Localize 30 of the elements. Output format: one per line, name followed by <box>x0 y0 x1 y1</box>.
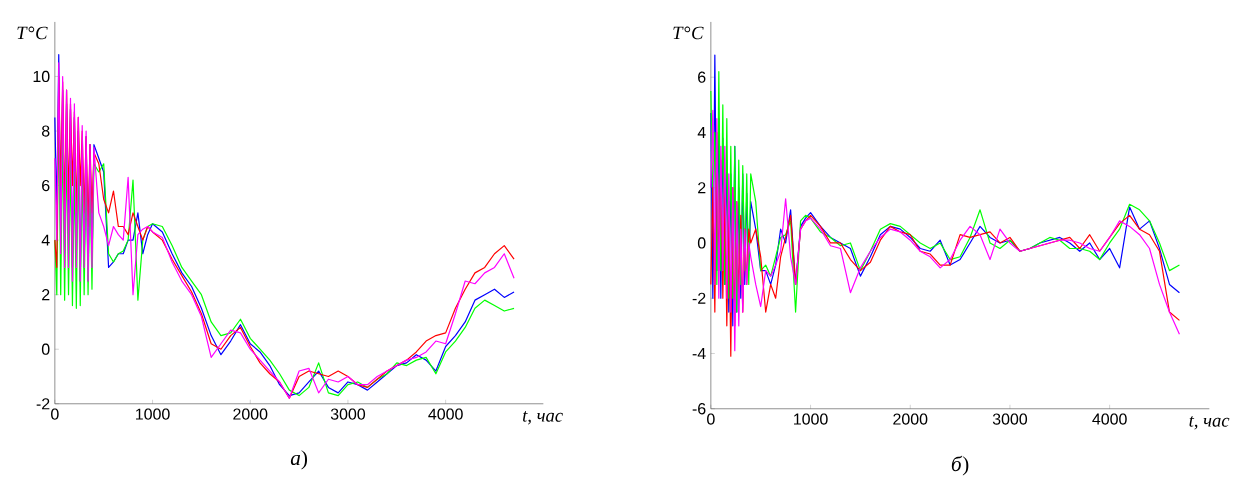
y-tick-label: 6 <box>698 71 706 84</box>
y-tick-label: 2 <box>698 182 706 194</box>
y-tick-label: 10 <box>33 71 50 83</box>
y-tick-label: 4 <box>41 234 50 246</box>
y-tick-label: -2 <box>36 398 50 410</box>
x-axis-title: t, час <box>522 411 563 425</box>
x-tick-label: 4000 <box>428 408 463 420</box>
x-tick-label: 1000 <box>794 413 828 425</box>
y-axis-title: T°C <box>17 26 48 40</box>
x-axis-title: t, час <box>1189 416 1230 430</box>
y-tick-label: 0 <box>41 343 50 356</box>
y-tick-label: 0 <box>697 237 706 249</box>
y-tick-label: 4 <box>697 127 706 139</box>
text: б) <box>951 456 969 476</box>
x-tick-label: 4000 <box>1092 413 1127 425</box>
x-tick-label: 0 <box>707 413 715 425</box>
y-axis-title: T°C <box>673 26 704 40</box>
y-tick-label: -2 <box>692 292 706 305</box>
x-tick-label: 3000 <box>992 413 1028 425</box>
y-tick-label: 6 <box>42 180 50 192</box>
x-tick-label: 2000 <box>893 413 928 425</box>
x-tick-label: 1000 <box>136 408 170 420</box>
text: а) <box>290 450 308 470</box>
x-tick-label: 2000 <box>233 408 268 420</box>
y-tick-label: 2 <box>42 289 50 301</box>
y-tick-label: -6 <box>692 403 706 415</box>
x-tick-label: 3000 <box>330 408 366 420</box>
x-tick-label: 0 <box>51 408 59 420</box>
y-tick-label: 8 <box>41 125 50 137</box>
y-tick-label: -4 <box>692 348 706 360</box>
